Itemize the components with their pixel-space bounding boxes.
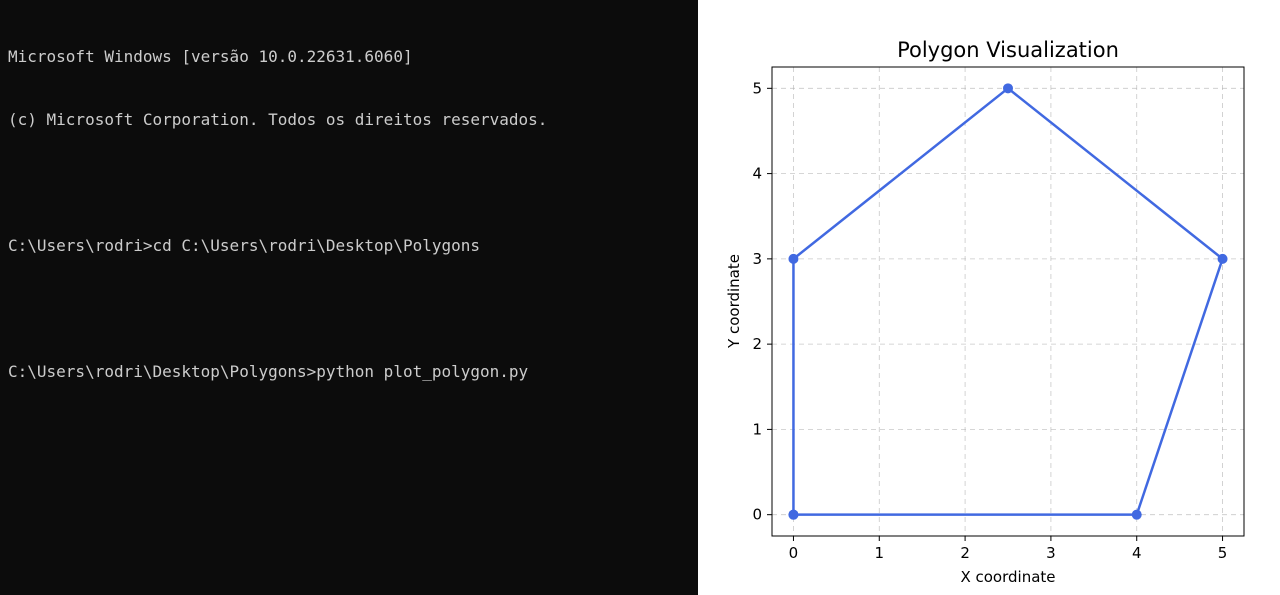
terminal-line-os-version: Microsoft Windows [versão 10.0.22631.606… xyxy=(8,47,413,66)
x-tick-label: 5 xyxy=(1218,544,1228,562)
matplotlib-figure-window: Polygon Visualization 0 1 2 3 4 5 0 1 2 3 4 5 X co… xyxy=(698,0,1280,595)
chart-title: Polygon Visualization xyxy=(897,38,1119,62)
polygon-vertex-point xyxy=(788,509,799,520)
plot-area-frame xyxy=(771,66,1245,537)
polygon-vertex-point xyxy=(788,253,799,264)
terminal-line-python-command: C:\Users\rodri\Desktop\Polygons>python p… xyxy=(8,362,529,381)
y-tick-label: 2 xyxy=(752,335,762,353)
x-tick-label: 4 xyxy=(1132,544,1142,562)
y-tick-label: 4 xyxy=(752,165,762,183)
terminal-blank-line xyxy=(8,172,698,193)
y-tick-label: 5 xyxy=(752,79,762,97)
terminal-line-copyright: (c) Microsoft Corporation. Todos os dire… xyxy=(8,110,548,129)
x-tick-label: 3 xyxy=(1046,544,1056,562)
y-tick-label: 0 xyxy=(752,506,762,524)
x-axis-ticks: 0 1 2 3 4 5 xyxy=(789,536,1228,562)
polygon-vertex-point xyxy=(1003,83,1013,94)
polygon-vertex-point xyxy=(1217,253,1228,264)
x-tick-label: 1 xyxy=(874,544,884,562)
x-tick-label: 2 xyxy=(960,544,970,562)
x-axis-label: X coordinate xyxy=(960,568,1055,586)
x-tick-label: 0 xyxy=(789,544,799,562)
terminal-blank-line xyxy=(8,298,698,319)
polygon-vertex-point xyxy=(1131,509,1142,520)
y-axis-ticks: 0 1 2 3 4 5 xyxy=(752,79,772,524)
terminal-line-cd-command: C:\Users\rodri>cd C:\Users\rodri\Desktop… xyxy=(8,236,481,255)
y-axis-label: Y coordinate xyxy=(725,254,743,349)
grid-lines xyxy=(772,67,1244,536)
polygon-line xyxy=(792,87,1224,516)
polygon-chart: Polygon Visualization 0 1 2 3 4 5 0 1 2 3 4 5 X co… xyxy=(725,38,1245,586)
command-prompt-window[interactable]: Microsoft Windows [versão 10.0.22631.606… xyxy=(0,0,698,595)
y-tick-label: 1 xyxy=(752,420,762,438)
polygon-series xyxy=(788,83,1228,520)
y-tick-label: 3 xyxy=(752,250,762,268)
